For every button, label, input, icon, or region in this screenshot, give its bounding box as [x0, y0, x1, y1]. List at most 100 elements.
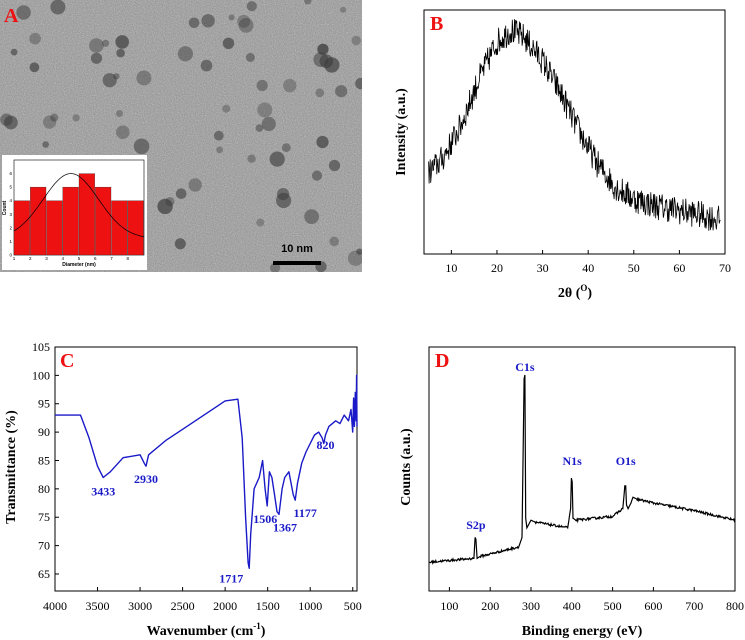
tem-particle	[3, 115, 18, 130]
tem-particle	[16, 5, 31, 20]
tem-particle	[43, 115, 57, 129]
inset-y-tick-label: 4	[9, 198, 12, 203]
tem-particle	[133, 138, 150, 155]
tem-particle	[29, 32, 41, 45]
panel-c-y-tick-label: 90	[38, 425, 50, 439]
tem-particle	[188, 178, 202, 192]
tem-particle	[72, 114, 80, 122]
panel-b-x-tick-label: 70	[719, 261, 731, 275]
inset-y-tick-label: 1	[9, 239, 12, 244]
inset-y-tick-label: 6	[9, 171, 12, 176]
inset-bar	[46, 200, 63, 256]
inset-x-tick-label: 2	[29, 256, 32, 261]
tem-particle	[255, 124, 264, 132]
inset-bars	[13, 173, 144, 256]
tem-particle	[356, 248, 362, 255]
panel-c-y-tick-label: 85	[38, 454, 50, 468]
tem-particle	[188, 17, 200, 29]
panel-c-x-tick-label: 3500	[86, 599, 110, 613]
panel-b-x-tick-label: 20	[491, 261, 503, 275]
inset-x-ticks: 1 2 3 4 5 6 7 8	[13, 256, 130, 261]
tem-particle	[269, 151, 285, 167]
ftir-peak-label: 1177	[294, 506, 317, 520]
tem-particle	[90, 52, 103, 64]
xps-peak-label: C1s	[515, 360, 535, 374]
tem-particle	[115, 35, 129, 49]
tem-particle	[311, 170, 323, 181]
panel-c-frame	[54, 346, 358, 592]
inset-y-tick-label: 3	[9, 212, 12, 217]
panel-d-x-tick-label: 200	[481, 599, 499, 613]
tem-particle	[316, 135, 329, 149]
tem-particle	[29, 62, 40, 73]
panel-a-letter: A	[4, 5, 19, 27]
panel-d-x-tick-label: 100	[440, 599, 458, 613]
tem-particle	[42, 141, 49, 148]
tem-particle	[317, 43, 329, 55]
panel-c-y-tick-label: 95	[38, 397, 50, 411]
panel-c-y-axis-title: Transmittance (%)	[4, 410, 19, 524]
panel-d-x-ticks: 100 200 300 400 500 600 700 800	[440, 587, 744, 613]
panel-c-x-tick-label: 3000	[128, 599, 152, 613]
panel-c-x-tick-label: 1000	[298, 599, 322, 613]
tem-particle	[315, 88, 325, 98]
panel-b-x-tick-label: 50	[628, 261, 640, 275]
panel-d-x-tick-label: 500	[604, 599, 622, 613]
scale-bar-label: 10 nm	[281, 243, 313, 255]
inset-y-tick-label: 5	[9, 185, 12, 190]
tem-particle	[222, 37, 235, 49]
panel-c-xlabel-sup: -1	[253, 621, 261, 631]
panel-c-x-tick-label: 500	[344, 599, 362, 613]
panel-b-y-axis-title: Intensity (a.u.)	[394, 88, 409, 176]
panel-c-y-tick-label: 80	[38, 482, 50, 496]
inset-y-axis-title: Count	[2, 200, 8, 215]
panel-c-ftir: 4000 3500 3000 2500 2000 1500 1000 500 65 70 75 80…	[4, 340, 362, 639]
panel-d-frame	[428, 346, 736, 592]
panel-c-y-tick-label: 65	[38, 567, 50, 581]
tem-particle	[102, 39, 110, 47]
tem-particle	[175, 188, 187, 199]
inset-y-tick-label: 0	[9, 253, 12, 258]
panel-c-x-tick-label: 1500	[256, 599, 280, 613]
panel-c-letter: C	[60, 350, 74, 372]
tem-particle	[283, 78, 297, 93]
panel-d-letter: D	[435, 350, 449, 372]
tem-particle	[237, 14, 251, 28]
inset-bar	[13, 200, 30, 256]
ftir-peak-label: 1506	[253, 512, 277, 526]
tem-particle	[351, 35, 361, 46]
inset-bar	[95, 186, 112, 256]
tem-particle	[281, 143, 291, 153]
panel-b-x-ticks: 10 20 30 40 50 60 70	[445, 250, 731, 275]
panel-d-x-tick-label: 400	[563, 599, 581, 613]
tem-particle	[89, 38, 104, 53]
panel-c-x-tick-label: 2500	[171, 599, 195, 613]
tem-particle	[277, 188, 290, 201]
tem-particle	[304, 209, 319, 225]
inset-y-ticks: 0 1 2 3 4 5 6	[9, 171, 12, 257]
panel-d-x-axis-title: Binding energy (eV)	[522, 624, 643, 639]
panel-d-y-axis-title: Counts (a.u.)	[399, 428, 414, 506]
tem-particle	[113, 73, 120, 80]
tem-particle	[328, 159, 341, 172]
inset-x-tick-label: 1	[13, 256, 16, 261]
inset-bar	[62, 186, 79, 256]
panel-c-xlabel-end: )	[261, 624, 266, 639]
panel-c-x-axis-title: Wavenumber (cm-1)	[147, 621, 266, 639]
panel-b-xlabel-sup: O	[580, 283, 587, 293]
panel-d-x-tick-label: 800	[726, 599, 744, 613]
xps-peak-label: O1s	[616, 454, 636, 468]
panel-b-x-tick-label: 30	[537, 261, 549, 275]
ftir-peak-label: 820	[317, 438, 335, 452]
xps-peak-label: S2p	[466, 518, 486, 532]
tem-particle	[245, 52, 255, 62]
ftir-peak-label: 3433	[91, 485, 115, 499]
panel-b-x-axis-title: 2θ (O)	[558, 283, 593, 301]
ftir-spectrum-line	[55, 374, 358, 569]
tem-particle	[335, 85, 348, 98]
inset-y-tick-label: 2	[9, 225, 12, 230]
panel-c-x-tick-label: 2000	[213, 599, 237, 613]
